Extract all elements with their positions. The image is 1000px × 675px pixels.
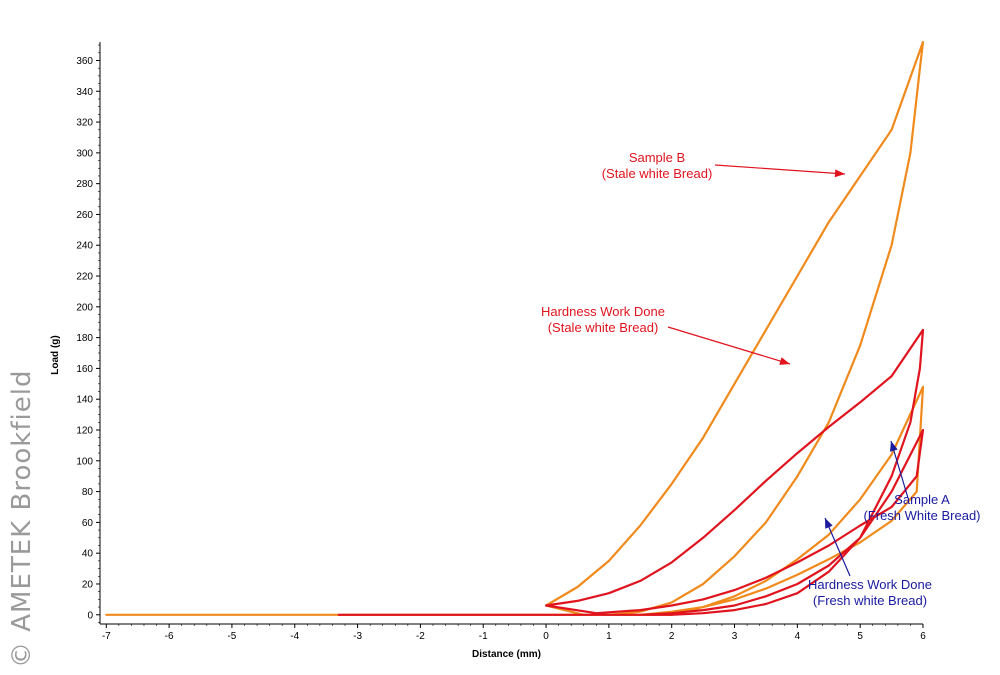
annotation-4-arrowhead <box>825 518 833 529</box>
annotation-3-line-2: (Fresh White Bread) <box>863 508 980 523</box>
axes: 0204060801001201401601802002202402602803… <box>76 42 926 642</box>
y-tick-label: 180 <box>76 333 93 344</box>
annotation-4-arrow <box>824 517 851 577</box>
annotation-layer: Sample B(Stale white Bread)Hardness Work… <box>541 150 981 608</box>
x-tick-label: 4 <box>795 631 801 642</box>
x-tick-label: -4 <box>290 631 299 642</box>
series-line-1 <box>105 40 925 616</box>
y-tick-label: 320 <box>76 118 93 129</box>
annotation-4-line-2: (Fresh white Bread) <box>813 593 927 608</box>
x-axis-title: Distance (mm) <box>472 649 541 660</box>
y-tick-label: 60 <box>82 518 94 529</box>
x-tick-label: 3 <box>732 631 738 642</box>
series-layer <box>105 40 925 616</box>
y-tick-label: 160 <box>76 364 93 375</box>
y-tick-label: 120 <box>76 426 93 437</box>
x-tick-label: 6 <box>920 631 926 642</box>
series-line-2 <box>337 328 925 616</box>
y-tick-label: 260 <box>76 210 93 221</box>
y-tick-label: 40 <box>82 549 94 560</box>
y-tick-label: 340 <box>76 87 93 98</box>
annotation-1-line-2: (Stale white Bread) <box>602 166 713 181</box>
y-tick-label: 200 <box>76 302 93 313</box>
annotation-1-line-1: Sample B <box>629 150 685 165</box>
x-tick-label: -7 <box>102 631 111 642</box>
y-tick-label: 360 <box>76 56 93 67</box>
x-tick-label: -3 <box>353 631 362 642</box>
x-tick-label: 0 <box>543 631 549 642</box>
annotation-3-arrowhead <box>890 441 898 452</box>
annotation-1-arrow <box>714 164 846 175</box>
x-tick-label: 2 <box>669 631 675 642</box>
watermark: © AMETEK Brookfield <box>7 370 37 668</box>
annotation-2-arrowhead <box>779 357 790 365</box>
annotation-3-line-1: Sample A <box>894 492 950 507</box>
y-axis-title: Load (g) <box>50 335 61 374</box>
y-tick-label: 20 <box>82 579 94 590</box>
y-tick-label: 80 <box>82 487 94 498</box>
x-tick-label: 1 <box>606 631 612 642</box>
x-tick-label: -2 <box>416 631 425 642</box>
annotation-2-arrow <box>667 326 791 365</box>
x-tick-label: -5 <box>227 631 236 642</box>
y-tick-label: 0 <box>87 610 93 621</box>
annotation-2-line-2: (Stale white Bread) <box>548 320 659 335</box>
y-tick-label: 240 <box>76 241 93 252</box>
y-tick-label: 280 <box>76 179 93 190</box>
y-tick-label: 300 <box>76 148 93 159</box>
y-tick-label: 220 <box>76 272 93 283</box>
x-tick-label: 5 <box>857 631 863 642</box>
annotation-2-line-1: Hardness Work Done <box>541 304 665 319</box>
x-tick-label: -1 <box>479 631 488 642</box>
y-tick-label: 140 <box>76 395 93 406</box>
annotation-4-line-1: Hardness Work Done <box>808 577 932 592</box>
annotation-1-arrowhead <box>834 169 845 178</box>
y-tick-label: 100 <box>76 456 93 467</box>
x-tick-label: -6 <box>165 631 174 642</box>
